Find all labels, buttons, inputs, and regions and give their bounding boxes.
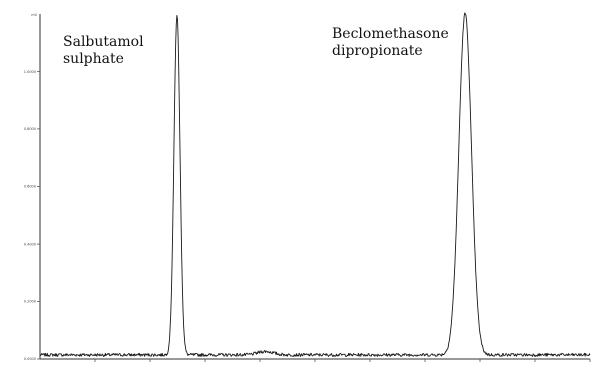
peak-label-line: dipropionate <box>332 43 423 59</box>
peak-label-line: Beclomethasone <box>332 26 449 42</box>
peak-label-line: Salbutamol <box>63 34 144 50</box>
y-tick-label: 0.0000 <box>24 357 36 361</box>
y-tick-label: 0.4000 <box>24 242 36 246</box>
y-tick-label: 0.8000 <box>24 127 36 131</box>
y-tick-label: 0.6000 <box>24 185 36 189</box>
peak-label-line: sulphate <box>63 51 124 67</box>
y-tick-label: 1.0000 <box>24 70 36 74</box>
y-axis-unit-label: mV <box>31 13 37 17</box>
y-tick-label: 0.2000 <box>24 300 36 304</box>
